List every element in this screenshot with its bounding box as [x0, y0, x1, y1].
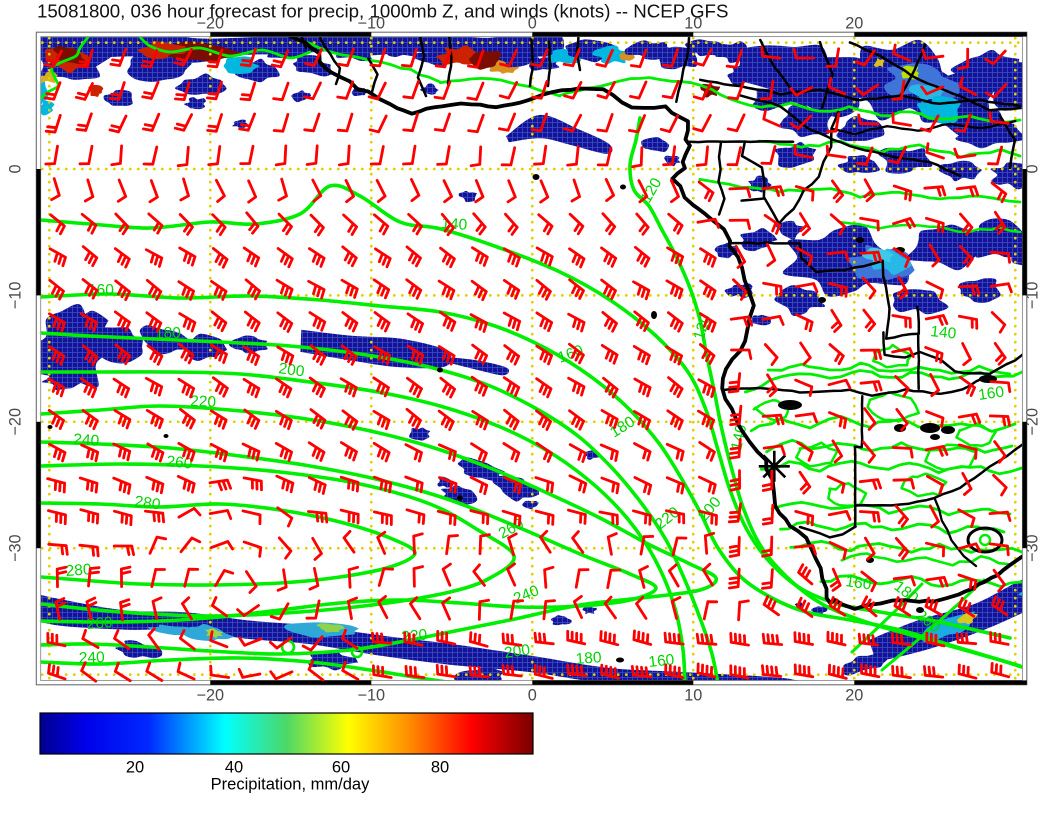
svg-text:180: 180 — [155, 325, 181, 342]
svg-text:200: 200 — [503, 641, 531, 661]
svg-text:20: 20 — [845, 687, 863, 705]
svg-text:140: 140 — [930, 323, 958, 343]
svg-text:240: 240 — [73, 431, 100, 450]
svg-text:−20: −20 — [196, 15, 224, 33]
svg-text:0: 0 — [528, 687, 537, 705]
svg-text:10: 10 — [684, 687, 702, 705]
svg-text:20: 20 — [845, 15, 863, 33]
svg-text:40: 40 — [225, 759, 243, 777]
svg-text:0: 0 — [1024, 164, 1042, 173]
svg-text:−10: −10 — [7, 282, 25, 310]
svg-text:10: 10 — [684, 15, 702, 33]
svg-text:0: 0 — [7, 164, 25, 173]
svg-text:60: 60 — [332, 759, 350, 777]
svg-text:−30: −30 — [7, 534, 25, 562]
svg-text:0: 0 — [528, 15, 537, 33]
svg-text:−30: −30 — [1024, 534, 1042, 562]
svg-text:160: 160 — [844, 573, 872, 593]
svg-text:15081800, 036 hour forecast fo: 15081800, 036 hour forecast for precip, … — [37, 1, 728, 22]
svg-text:200: 200 — [277, 360, 305, 380]
svg-text:80: 80 — [431, 759, 449, 777]
svg-text:160: 160 — [648, 651, 676, 671]
svg-text:20: 20 — [126, 759, 144, 777]
svg-text:260: 260 — [86, 614, 113, 633]
svg-text:−20: −20 — [7, 408, 25, 436]
svg-text:280: 280 — [65, 561, 92, 580]
svg-text:−20: −20 — [196, 687, 224, 705]
svg-text:240: 240 — [79, 649, 106, 667]
svg-text:Precipitation, mm/day: Precipitation, mm/day — [211, 776, 370, 794]
svg-text:160: 160 — [977, 383, 1005, 403]
svg-text:280: 280 — [133, 493, 161, 513]
svg-text:−10: −10 — [1024, 282, 1042, 310]
svg-text:220: 220 — [190, 393, 217, 411]
svg-text:−10: −10 — [357, 687, 385, 705]
svg-text:180: 180 — [575, 649, 602, 668]
svg-text:−10: −10 — [357, 15, 385, 33]
svg-text:140: 140 — [728, 423, 750, 452]
svg-text:−20: −20 — [1024, 408, 1042, 436]
